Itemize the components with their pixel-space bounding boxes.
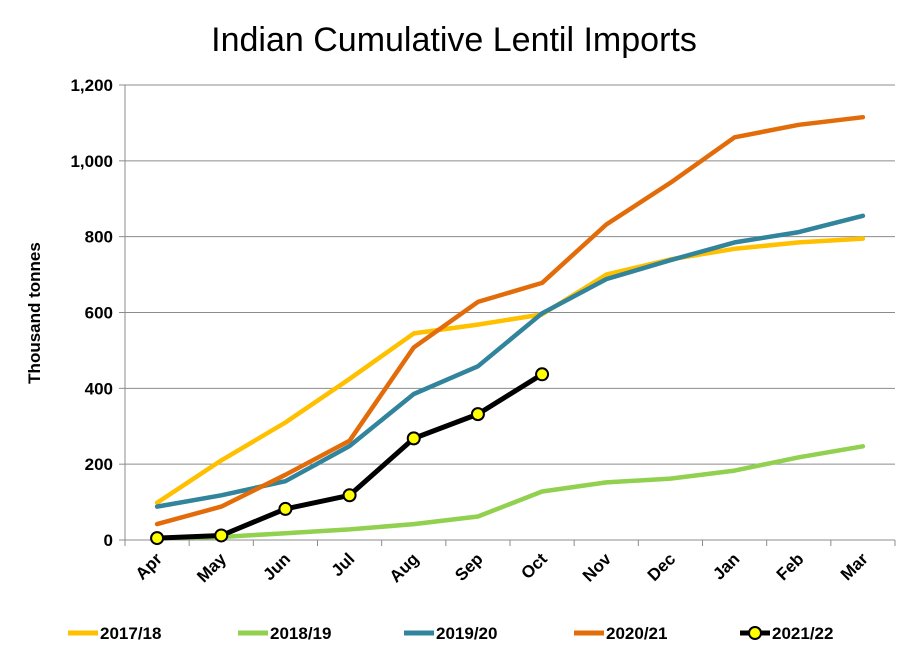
series-line-2020-21 — [154, 114, 866, 527]
series-line-2018-19 — [154, 444, 866, 541]
point-2021-22-jun — [278, 501, 293, 516]
x-tick-label-nov: Nov — [579, 549, 616, 586]
point-2021-22-aug — [406, 431, 421, 446]
x-tick-label-mar: Mar — [837, 549, 872, 584]
y-tick-label: 1,000 — [70, 152, 113, 171]
legend-marker — [748, 626, 762, 640]
x-tick-labels: Apr May Jun Jul Aug Sep Oct Nov Dec Jan Feb Mar — [132, 549, 872, 586]
y-tick-labels: 0 200 400 600 800 1,000 1,200 — [70, 76, 113, 550]
y-tick-label: 400 — [85, 379, 113, 398]
y-tick-label: 1,200 — [70, 76, 113, 95]
point-2021-22-apr — [150, 531, 165, 546]
series-line-2017-18 — [154, 236, 866, 506]
point-2021-22-sep — [470, 407, 485, 422]
series-line-2019-20 — [154, 213, 866, 509]
legend: 2017/18 2018/19 2019/20 2020/21 2021/22 — [68, 624, 833, 643]
point-2021-22-oct — [535, 367, 550, 382]
x-tick-label-sep: Sep — [451, 549, 486, 584]
x-tick-label-jul: Jul — [328, 549, 359, 580]
x-tick-label-may: May — [193, 549, 230, 586]
grid-lines — [119, 84, 895, 541]
x-tick-label-feb: Feb — [773, 549, 808, 584]
x-tick-label-jan: Jan — [709, 549, 743, 583]
legend-label-2018-19: 2018/19 — [270, 624, 331, 643]
legend-label-2020-21: 2020/21 — [606, 624, 667, 643]
legend-label-2019-20: 2019/20 — [436, 624, 497, 643]
y-tick-label: 800 — [85, 228, 113, 247]
axes — [124, 85, 896, 546]
chart-title: Indian Cumulative Lentil Imports — [211, 21, 697, 59]
x-tick-label-jun: Jun — [259, 549, 294, 584]
x-tick-label-aug: Aug — [386, 549, 423, 586]
y-tick-label: 600 — [85, 304, 113, 323]
legend-label-2017-18: 2017/18 — [100, 624, 161, 643]
y-tick-label: 200 — [85, 455, 113, 474]
series-lines — [150, 114, 866, 546]
point-2021-22-may — [214, 528, 229, 543]
y-axis-label: Thousand tonnes — [25, 242, 44, 384]
y-tick-label: 0 — [104, 531, 113, 550]
x-tick-label-apr: Apr — [132, 549, 166, 583]
point-2021-22-jul — [342, 488, 357, 503]
x-tick-label-oct: Oct — [517, 549, 551, 583]
legend-label-2021-22: 2021/22 — [772, 624, 833, 643]
x-tick-label-dec: Dec — [644, 549, 679, 584]
